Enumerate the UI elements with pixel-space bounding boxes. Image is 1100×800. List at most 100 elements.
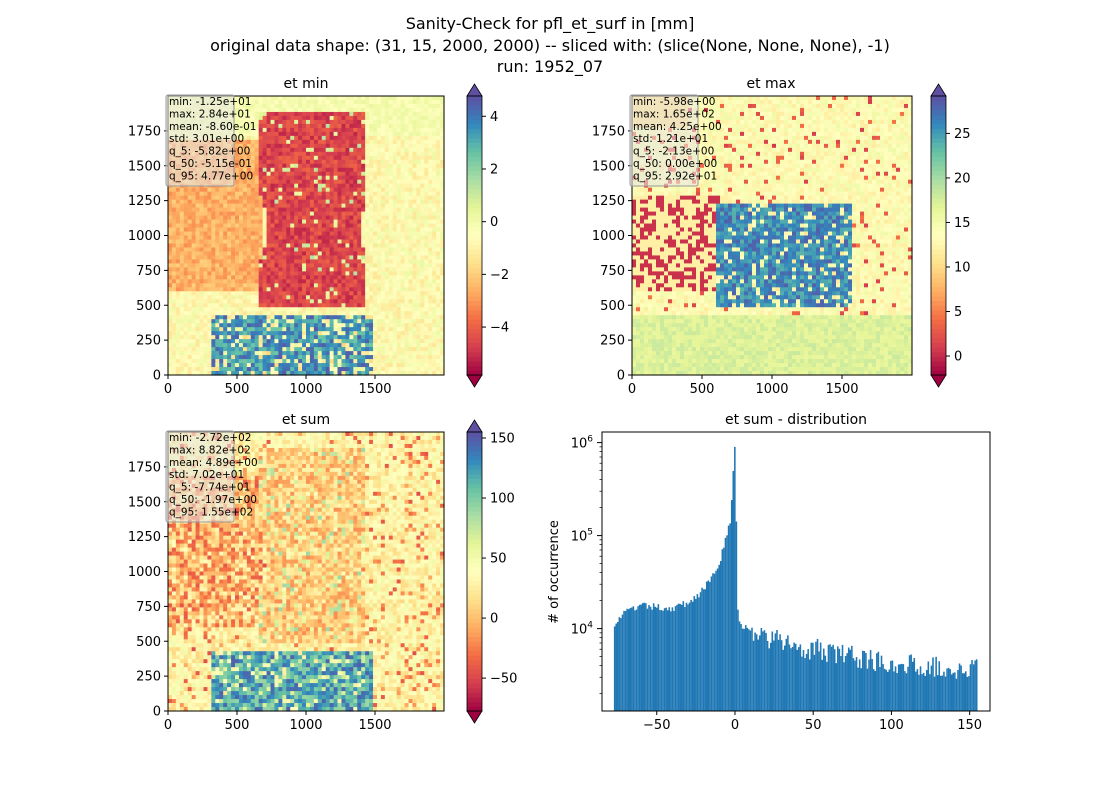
heatmap-cell [381,120,386,125]
heatmap-cell [203,212,208,217]
heatmap-cell [168,259,173,264]
heatmap-cell [436,160,441,165]
heatmap-cell [184,243,189,248]
heatmap-cell [247,303,252,308]
heatmap-cell [298,196,303,201]
heatmap-cell [255,267,260,272]
heatmap-cell [349,148,354,153]
heatmap-cell [389,140,394,145]
heatmap-cell [389,239,394,244]
heatmap-cell [286,104,291,109]
heatmap-cell [255,271,260,276]
heatmap-cell [393,104,398,109]
heatmap-cell [412,267,417,272]
heatmap-cell [263,259,268,264]
heatmap-cell [188,303,193,308]
heatmap-cell [326,259,331,264]
heatmap-cell [243,255,248,260]
heatmap-cell [369,152,374,157]
heatmap-cell [180,335,185,340]
heatmap-cell [424,172,429,177]
heatmap-cell [196,327,201,332]
heatmap-cell [345,208,350,213]
heatmap-cell [294,303,299,308]
heatmap-cell [349,220,354,225]
heatmap-cell [267,367,272,372]
heatmap-cell [353,271,358,276]
heatmap-cell [271,196,276,201]
heatmap-cell [263,172,268,177]
heatmap-cell [432,128,437,133]
heatmap-cell [334,319,339,324]
heatmap-cell [298,315,303,320]
heatmap-cell [314,267,319,272]
heatmap-cell [314,108,319,113]
heatmap-cell [393,263,398,268]
heatmap-cell [180,339,185,344]
heatmap-cell [389,196,394,201]
heatmap-cell [239,259,244,264]
colorbar-segment [467,166,482,171]
heatmap-cell [369,255,374,260]
heatmap-cell [424,236,429,241]
heatmap-cell [424,112,429,117]
heatmap-cell [334,220,339,225]
heatmap-cell [243,247,248,252]
heatmap-cell [314,327,319,332]
colorbar-segment [467,194,482,199]
heatmap-cell [286,132,291,137]
heatmap-cell [345,315,350,320]
heatmap-cell [381,96,386,101]
heatmap-cell [416,128,421,133]
heatmap-cell [357,144,362,149]
heatmap-cell [424,351,429,356]
heatmap-cell [389,120,394,125]
heatmap-cell [401,255,406,260]
heatmap-cell [338,184,343,189]
heatmap-cell [282,144,287,149]
heatmap-cell [373,184,378,189]
heatmap-cell [239,335,244,340]
heatmap-cell [294,168,299,173]
heatmap-cell [420,271,425,276]
heatmap-cell [432,228,437,233]
heatmap-cell [357,192,362,197]
heatmap-cell [326,367,331,372]
heatmap-cell [271,96,276,101]
heatmap-cell [432,180,437,185]
heatmap-cell [322,192,327,197]
heatmap-cell [393,200,398,205]
heatmap-cell [420,116,425,121]
heatmap-cell [381,100,386,105]
heatmap-cell [381,112,386,117]
heatmap-cell [318,335,323,340]
heatmap-cell [239,323,244,328]
heatmap-cell [436,188,441,193]
heatmap-cell [318,271,323,276]
heatmap-cell [302,303,307,308]
heatmap-cell [227,307,232,312]
heatmap-cell [235,279,240,284]
heatmap-cell [227,267,232,272]
heatmap-cell [180,331,185,336]
heatmap-cell [365,160,370,165]
heatmap-cell [172,287,177,292]
heatmap-cell [397,355,402,360]
heatmap-cell [428,184,433,189]
heatmap-cell [306,243,311,248]
heatmap-cell [263,208,268,213]
heatmap-cell [393,351,398,356]
heatmap-cell [369,335,374,340]
heatmap-cell [369,208,374,213]
heatmap-cell [188,347,193,352]
heatmap-cell [338,104,343,109]
heatmap-cell [377,216,382,221]
heatmap-cell [172,311,177,316]
heatmap-cell [353,275,358,280]
heatmap-cell [428,148,433,153]
heatmap-cell [412,291,417,296]
heatmap-cell [267,124,272,129]
heatmap-cell [247,251,252,256]
heatmap-cell [211,239,216,244]
heatmap-cell [302,315,307,320]
